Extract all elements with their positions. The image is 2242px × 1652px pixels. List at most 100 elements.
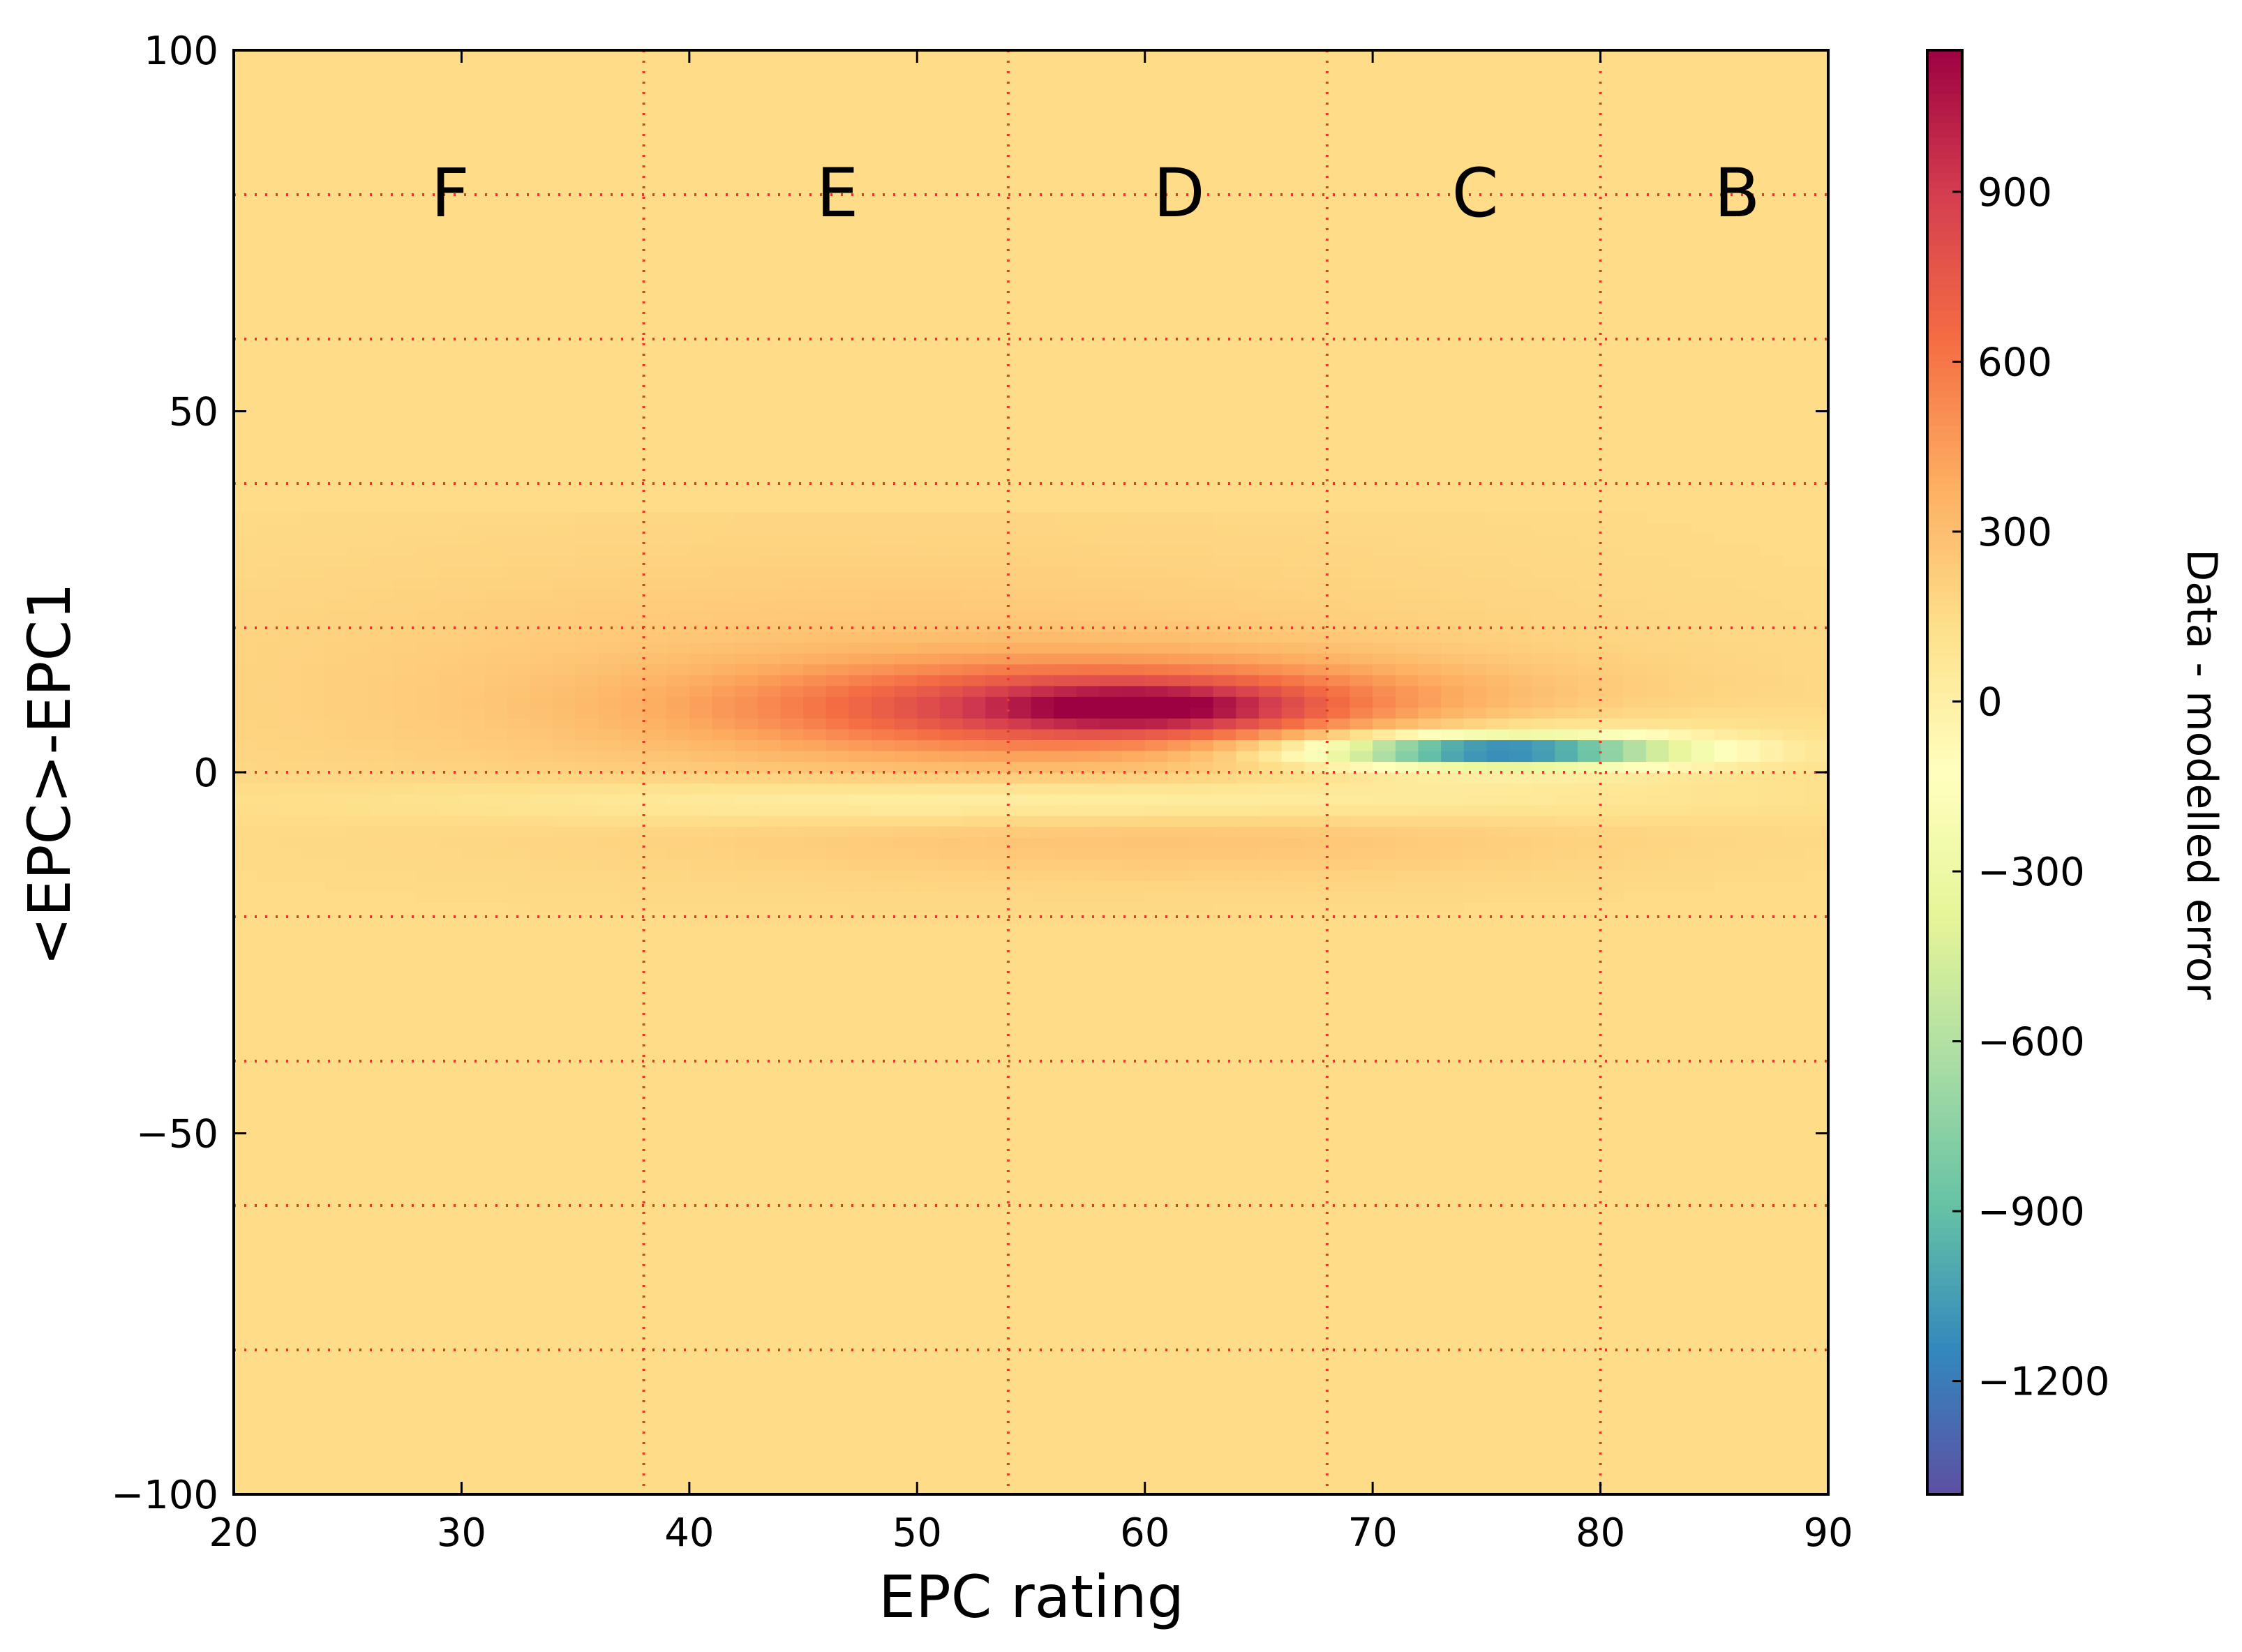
heatmap-cell <box>1623 685 1647 697</box>
heatmap-cell <box>1805 826 1829 838</box>
heatmap-cell <box>1441 859 1465 871</box>
heatmap-cell <box>1509 783 1533 795</box>
heatmap-cell <box>1509 545 1533 557</box>
heatmap-cell <box>1691 577 1715 589</box>
heatmap-cell <box>1577 653 1601 665</box>
heatmap-cell <box>324 685 348 697</box>
heatmap-cell <box>985 523 1009 534</box>
heatmap-cell <box>666 761 690 773</box>
heatmap-cell <box>1805 577 1829 589</box>
colorbar-segment <box>1927 72 1962 80</box>
heatmap-cell <box>1577 599 1601 610</box>
heatmap-cell <box>347 577 371 589</box>
heatmap-cell <box>1737 696 1761 708</box>
heatmap-cell <box>393 794 417 806</box>
heatmap-cell <box>301 761 326 773</box>
heatmap-cell <box>1463 891 1487 903</box>
heatmap-cell <box>1326 685 1351 697</box>
heatmap-cell <box>643 555 667 567</box>
heatmap-cell <box>507 728 530 740</box>
colorbar-segment <box>1927 1386 1962 1394</box>
heatmap-cell <box>917 718 941 730</box>
heatmap-cell <box>712 577 735 589</box>
heatmap-cell <box>803 826 827 838</box>
heatmap-cell <box>461 696 485 708</box>
x-tick-label: 60 <box>1120 1510 1169 1556</box>
heatmap-cell <box>1463 859 1487 871</box>
heatmap-cell <box>1600 751 1624 763</box>
heatmap-cell <box>1281 880 1305 892</box>
heatmap-cell <box>1600 653 1624 665</box>
heatmap-cell <box>689 859 713 871</box>
heatmap-cell <box>1236 631 1260 643</box>
colorbar-segment <box>1927 1407 1962 1416</box>
heatmap-cell <box>962 707 986 719</box>
heatmap-cell <box>1577 869 1601 881</box>
heatmap-cell <box>256 631 280 643</box>
heatmap-cell <box>1509 696 1533 708</box>
heatmap-cell <box>1600 837 1624 849</box>
heatmap-cell <box>894 653 918 665</box>
heatmap-cell <box>825 718 849 730</box>
heatmap-cell <box>1258 696 1283 708</box>
heatmap-cell <box>1463 663 1487 675</box>
colorbar-segment <box>1927 996 1962 1004</box>
heatmap-cell <box>1532 512 1555 524</box>
heatmap-cell <box>553 512 576 524</box>
heatmap-cell <box>1167 902 1191 914</box>
heatmap-cell <box>1532 772 1555 784</box>
heatmap-cell <box>1190 761 1214 773</box>
heatmap-cell <box>1373 620 1396 632</box>
heatmap-cell <box>1395 794 1419 806</box>
heatmap-cell <box>1190 696 1214 708</box>
heatmap-cell <box>279 751 303 763</box>
heatmap-cell <box>1099 663 1123 675</box>
heatmap-cell <box>757 599 781 610</box>
heatmap-cell <box>1645 751 1670 763</box>
heatmap-cell <box>370 794 394 806</box>
heatmap-cell <box>1031 913 1054 924</box>
heatmap-cell <box>1258 751 1283 763</box>
heatmap-cell <box>1714 761 1737 773</box>
heatmap-cell <box>416 512 440 524</box>
heatmap-cell <box>1600 891 1624 903</box>
heatmap-cell <box>1144 848 1168 859</box>
heatmap-cell <box>735 599 758 610</box>
heatmap-cell <box>1099 599 1123 610</box>
heatmap-cell <box>1144 610 1168 622</box>
heatmap-cell <box>1691 751 1715 763</box>
heatmap-cell <box>484 826 508 838</box>
heatmap-cell <box>256 826 280 838</box>
heatmap-cell <box>689 826 713 838</box>
heatmap-cell <box>1645 869 1670 881</box>
heatmap-cell <box>1099 772 1123 784</box>
heatmap-cell <box>780 804 804 816</box>
heatmap-cell <box>1760 739 1784 751</box>
heatmap-cell <box>279 696 303 708</box>
heatmap-cell <box>825 913 849 924</box>
heatmap-cell <box>666 869 690 881</box>
x-axis: 20 30 40 50 60 70 80 90 <box>209 50 1853 1556</box>
heatmap-cell <box>985 859 1009 871</box>
colorbar-segment <box>1927 1379 1962 1387</box>
heatmap-cell <box>1555 512 1578 524</box>
heatmap-cell <box>484 620 508 632</box>
heatmap-cell <box>1577 772 1601 784</box>
heatmap-cell <box>1236 728 1260 740</box>
heatmap-cell <box>803 642 827 654</box>
heatmap-cell <box>1008 794 1032 806</box>
heatmap-cell <box>461 804 485 816</box>
heatmap-cell <box>1555 848 1578 859</box>
heatmap-cell <box>1213 545 1236 557</box>
heatmap-cell <box>1509 555 1533 567</box>
heatmap-cell <box>1463 826 1487 838</box>
heatmap-cell <box>1326 620 1351 632</box>
heatmap-cell <box>1076 869 1100 881</box>
heatmap-cell <box>735 631 758 643</box>
heatmap-cell <box>735 566 758 578</box>
heatmap-cell <box>575 718 599 730</box>
heatmap-cell <box>1600 794 1624 806</box>
colorbar-segment <box>1927 635 1962 643</box>
heatmap-cell <box>1714 566 1737 578</box>
heatmap-cell <box>1532 599 1555 610</box>
